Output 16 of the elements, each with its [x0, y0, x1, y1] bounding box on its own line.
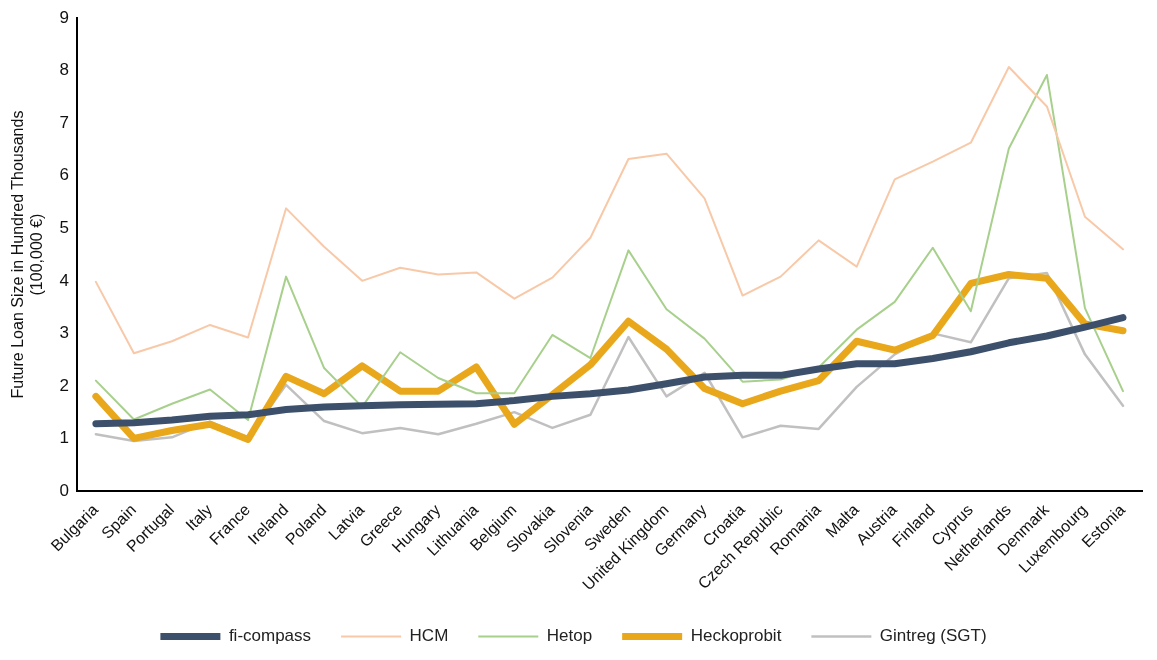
legend-label: HCM [409, 626, 449, 646]
y-tick-label: 1 [59, 428, 69, 448]
y-tick-label: 7 [59, 112, 69, 132]
y-tick-label: 4 [59, 270, 69, 290]
y-tick-label: 2 [59, 375, 69, 395]
y-tick-label: 3 [59, 323, 69, 343]
legend-label: Gintreg (SGT) [879, 626, 987, 646]
y-tick-label: 6 [59, 165, 69, 185]
y-tick-label: 0 [59, 480, 69, 500]
legend-label: Hetop [546, 626, 593, 646]
y-tick-label: 8 [59, 60, 69, 80]
legend-label: Heckoprobit [690, 626, 782, 646]
y-axis-title: Future Loan Size in Hundred Thousands (100,000 €) [9, 110, 46, 399]
legend-label: fi-compass [228, 626, 312, 646]
y-tick-label: 9 [59, 7, 69, 27]
y-tick-label: 5 [59, 217, 69, 237]
